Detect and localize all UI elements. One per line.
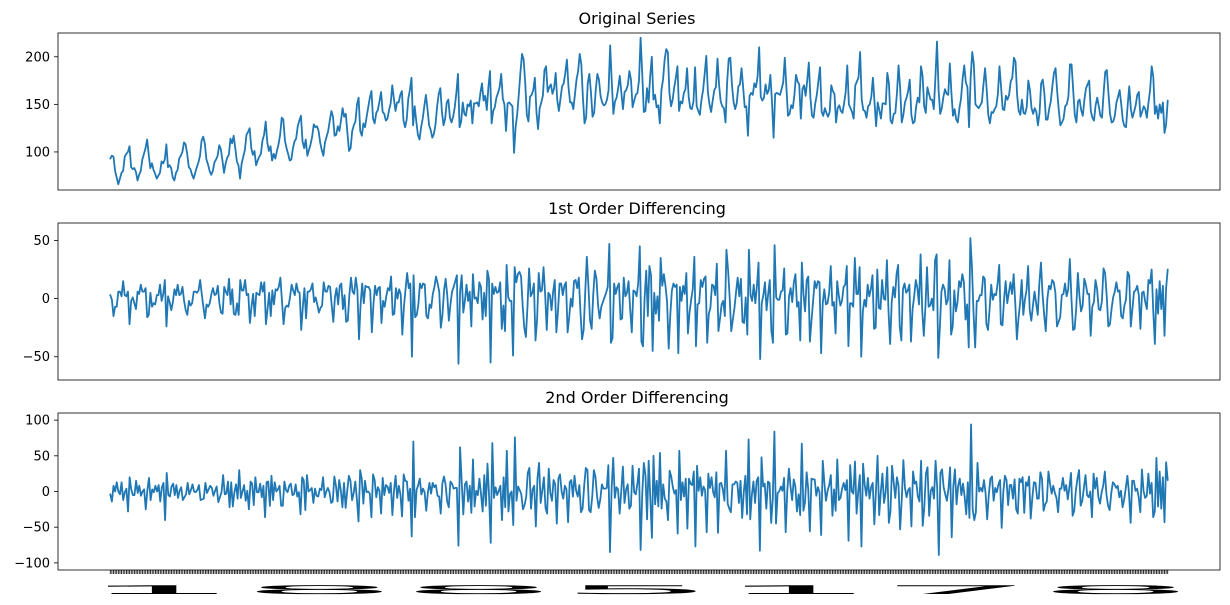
series-line-1st-diff xyxy=(109,237,1169,365)
y-tick-label: 0 xyxy=(42,485,50,500)
panel-2nd-order-differencing: 2nd Order Differencing −100 −50 0 50 100 188… xyxy=(14,388,1221,597)
y-tick-label: 150 xyxy=(25,98,50,113)
panel-original-series: Original Series 100 150 200 xyxy=(25,9,1221,191)
y-tick-label: 100 xyxy=(25,145,50,160)
panel-title: Original Series xyxy=(579,9,696,28)
y-ticks: −100 −50 0 50 100 xyxy=(14,414,58,571)
y-tick-label: 50 xyxy=(33,234,50,249)
panel-title: 1st Order Differencing xyxy=(548,199,726,218)
y-tick-label: −50 xyxy=(23,521,50,536)
x-ticks xyxy=(109,570,1169,574)
series-line-original xyxy=(109,36,1169,186)
y-ticks: 100 150 200 xyxy=(25,50,58,160)
y-tick-label: −50 xyxy=(23,350,50,365)
series-line-2nd-diff xyxy=(109,423,1169,556)
y-tick-label: 50 xyxy=(33,449,50,464)
y-tick-label: 100 xyxy=(25,414,50,429)
panel-1st-order-differencing: 1st Order Differencing −50 0 50 xyxy=(23,199,1221,381)
panel-title: 2nd Order Differencing xyxy=(545,388,729,407)
y-ticks: −50 0 50 xyxy=(23,234,58,365)
x-tick-labels-overlapped: 1885178 xyxy=(81,583,1196,597)
y-tick-label: 0 xyxy=(42,292,50,307)
axes-frame xyxy=(57,32,1221,191)
y-tick-label: 200 xyxy=(25,50,50,65)
y-tick-label: −100 xyxy=(14,556,50,571)
axes-frame xyxy=(57,412,1221,571)
axes-frame xyxy=(57,222,1221,381)
